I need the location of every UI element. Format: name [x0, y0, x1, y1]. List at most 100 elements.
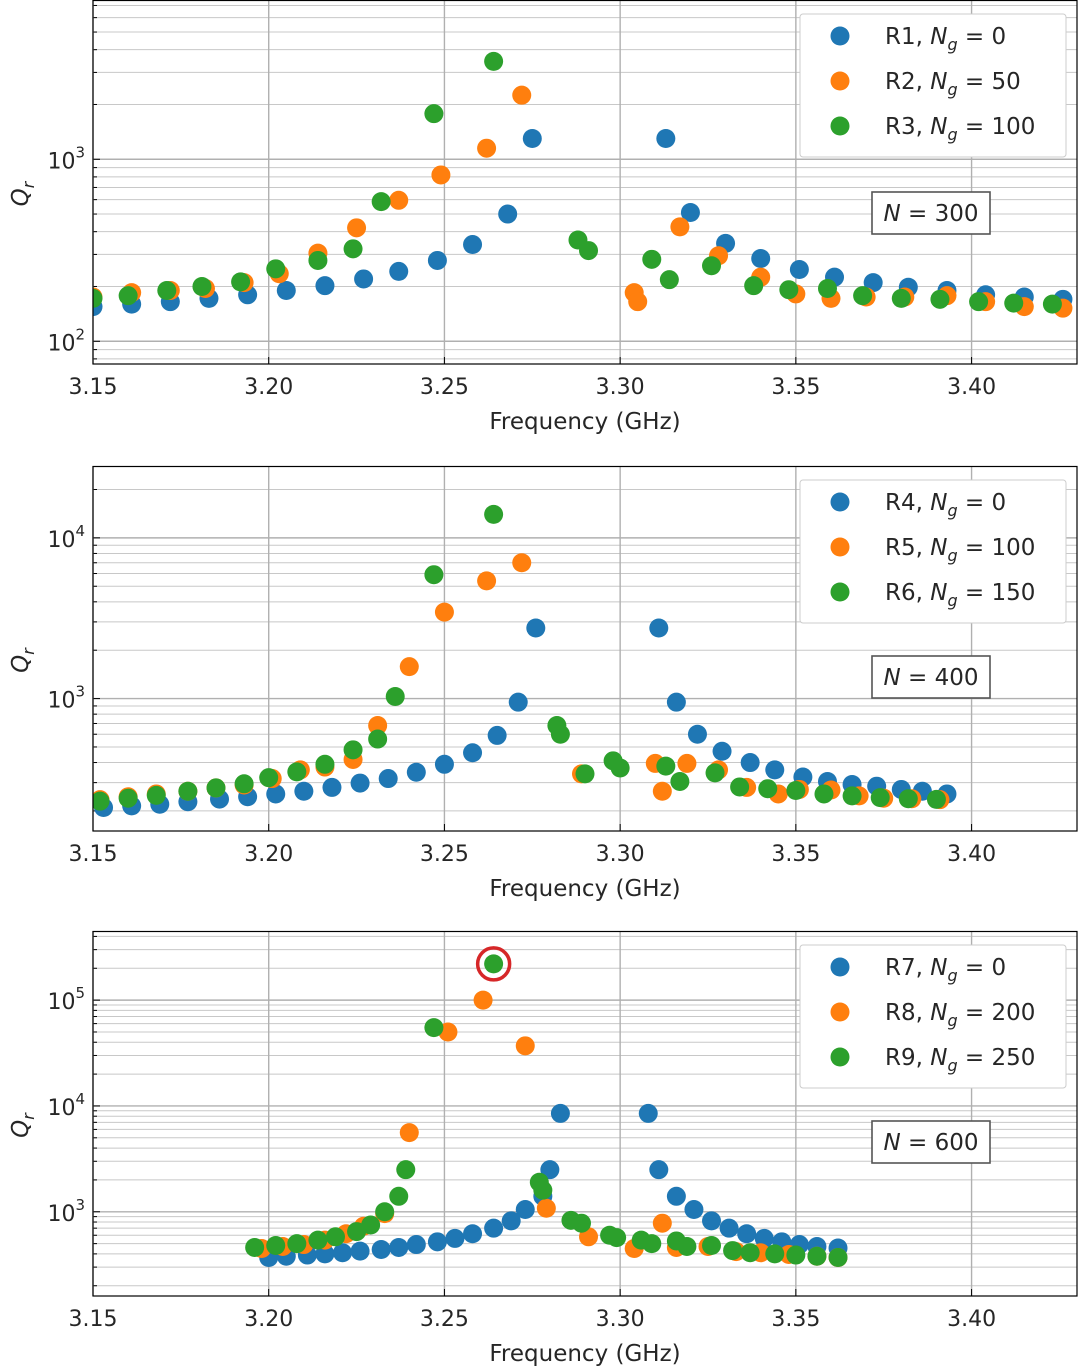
data-point — [399, 657, 419, 677]
legend-box — [799, 944, 1067, 1089]
legend-label: R3, Ng = 100 — [885, 114, 1035, 144]
data-point — [649, 618, 669, 638]
data-point — [930, 289, 950, 309]
data-points — [245, 954, 848, 1267]
y-tick-label: 103 — [47, 1196, 85, 1227]
data-point — [779, 280, 799, 300]
data-point — [758, 779, 778, 799]
data-point — [740, 1243, 760, 1263]
series-r9 — [245, 954, 848, 1267]
chart-panel-1: 102 103 3.15 3.20 3.25 3.30 3.35 3.40 Frequency … — [8, 0, 1078, 435]
legend-label: R1, Ng = 0 — [885, 24, 1006, 54]
data-point — [463, 743, 483, 763]
data-point — [853, 286, 873, 306]
data-point — [579, 241, 599, 261]
data-point — [740, 753, 760, 773]
legend-marker — [830, 116, 850, 136]
data-point — [266, 784, 286, 804]
data-point — [628, 292, 648, 312]
x-tick-label: 3.25 — [420, 842, 469, 867]
chart-panel-3: 103 104 105 3.15 3.20 3.25 3.30 3.35 3.40 Frequen… — [8, 930, 1078, 1367]
data-point — [371, 1240, 391, 1260]
data-point — [730, 777, 750, 797]
x-tick-label: 3.25 — [420, 1307, 469, 1332]
data-point — [687, 724, 707, 744]
data-point — [926, 789, 946, 809]
legend-label: R7, Ng = 0 — [885, 955, 1006, 985]
data-point — [93, 288, 103, 308]
data-point — [659, 270, 679, 290]
data-point — [571, 1213, 591, 1233]
legend-label: R4, Ng = 0 — [885, 490, 1006, 520]
x-tick-label: 3.15 — [69, 1307, 118, 1332]
legend-marker — [830, 71, 850, 91]
x-tick-label: 3.40 — [947, 1307, 996, 1332]
data-point — [350, 1241, 370, 1261]
n-annotation-label: N = 600 — [883, 1130, 978, 1156]
data-point — [817, 278, 837, 298]
data-point — [870, 788, 890, 808]
data-point — [287, 1234, 307, 1254]
data-point — [649, 1160, 669, 1180]
y-axis-label: Qr — [8, 1112, 38, 1138]
data-point — [610, 758, 630, 778]
x-tick-label: 3.35 — [771, 1307, 820, 1332]
data-point — [842, 786, 862, 806]
data-point — [702, 256, 722, 276]
data-point — [434, 754, 454, 774]
data-point — [333, 1243, 353, 1263]
data-point — [512, 553, 532, 573]
x-tick-label: 3.30 — [596, 842, 645, 867]
data-point — [146, 785, 166, 805]
data-point — [266, 259, 286, 279]
data-point — [677, 1236, 697, 1256]
legend: R7, Ng = 0 R8, Ng = 200 R9, Ng = 250 — [799, 944, 1067, 1089]
data-point — [375, 1202, 395, 1222]
data-point — [424, 1018, 444, 1038]
data-point — [484, 954, 504, 974]
data-point — [434, 602, 454, 622]
data-point — [445, 1228, 465, 1248]
data-point — [118, 788, 138, 808]
data-point — [652, 1213, 672, 1233]
y-tick-label: 102 — [47, 325, 85, 356]
y-tick-label: 104 — [47, 522, 85, 553]
data-point — [347, 218, 367, 238]
data-point — [406, 762, 426, 782]
data-point — [368, 729, 388, 749]
data-point — [705, 763, 725, 783]
n-annotation-box — [871, 191, 991, 235]
data-point — [234, 774, 254, 794]
data-point — [550, 1103, 570, 1123]
x-tick-label: 3.20 — [244, 1307, 293, 1332]
data-point — [536, 1198, 556, 1218]
data-point — [814, 784, 834, 804]
data-point — [231, 272, 251, 292]
data-point — [343, 740, 363, 760]
data-point — [315, 276, 335, 296]
data-point — [807, 1246, 827, 1266]
y-tick-label: 103 — [47, 683, 85, 714]
legend-label: R6, Ng = 150 — [885, 580, 1035, 610]
data-point — [828, 1247, 848, 1267]
data-point — [424, 104, 444, 124]
data-point — [607, 1228, 627, 1248]
legend-box — [799, 479, 1067, 624]
data-point — [508, 692, 528, 712]
y-axis-label: Qr — [8, 647, 38, 673]
data-point — [463, 235, 483, 255]
data-point — [259, 768, 279, 788]
data-point — [656, 129, 676, 149]
data-point — [157, 281, 177, 301]
data-point — [680, 202, 700, 222]
data-point — [666, 1186, 686, 1206]
data-point — [354, 269, 374, 289]
x-tick-label: 3.40 — [947, 375, 996, 400]
x-axis-label: Frequency (GHz) — [489, 876, 680, 902]
data-point — [484, 504, 504, 524]
x-tick-label: 3.35 — [771, 842, 820, 867]
data-point — [737, 1224, 757, 1244]
data-point — [385, 687, 405, 707]
x-tick-label: 3.40 — [947, 842, 996, 867]
